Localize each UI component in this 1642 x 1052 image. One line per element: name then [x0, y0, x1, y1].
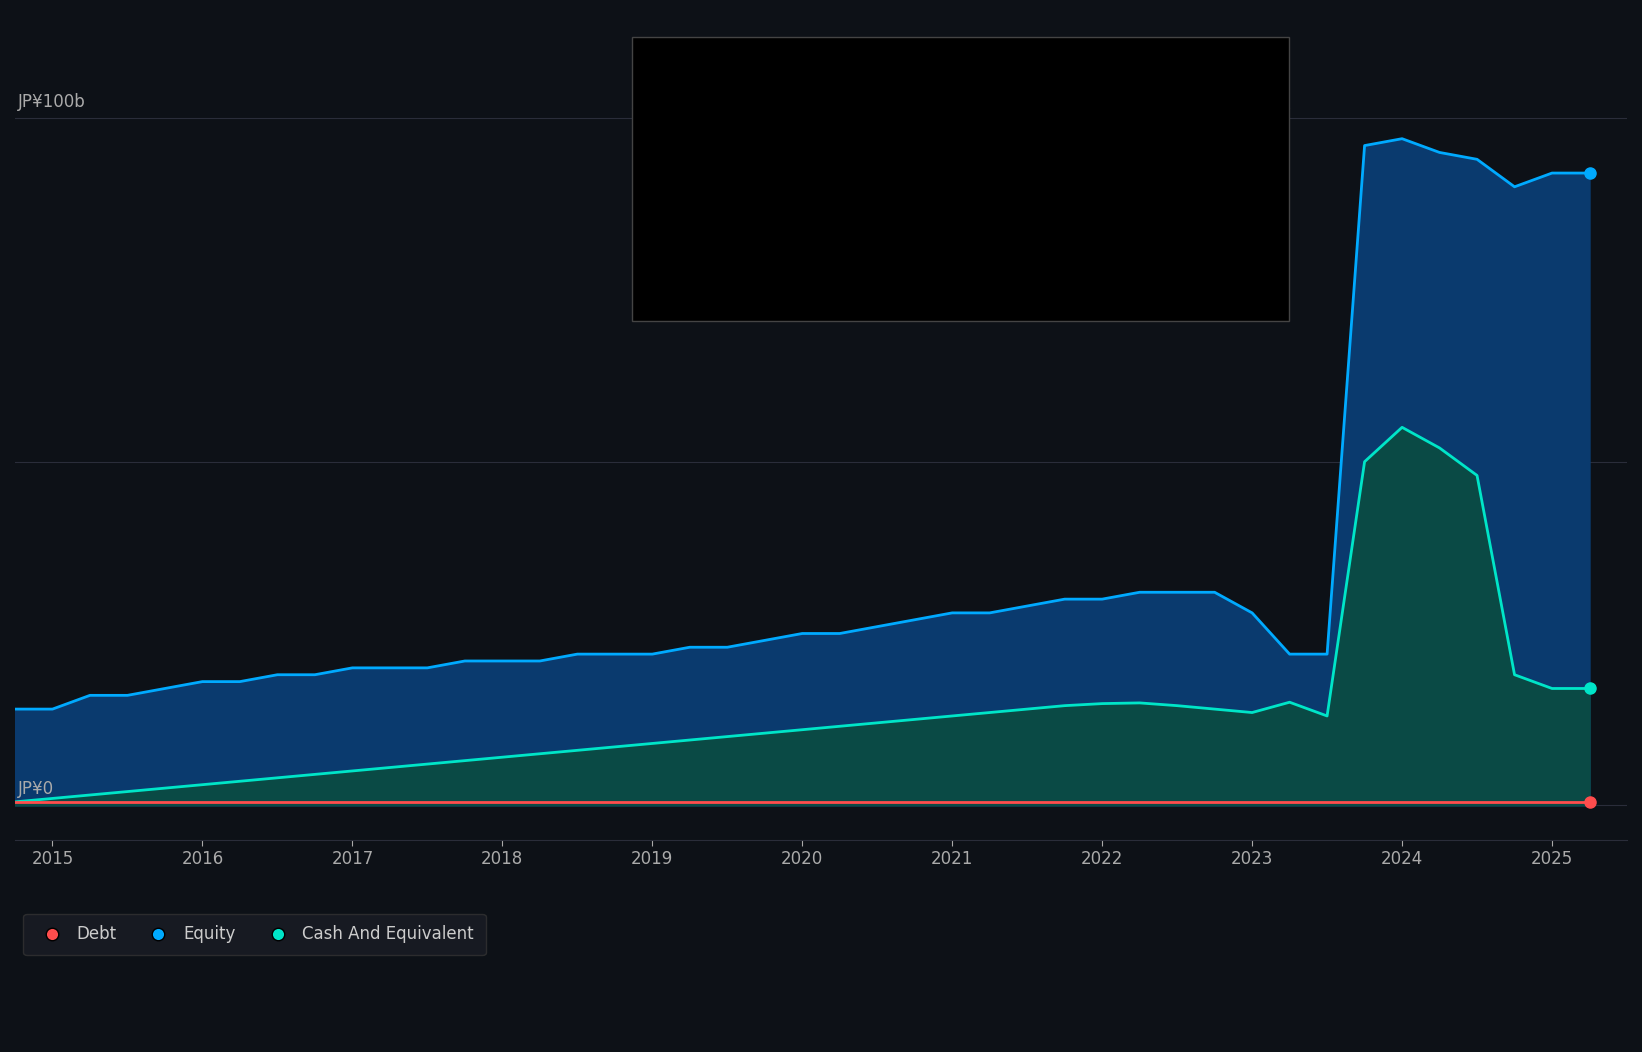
FancyBboxPatch shape: [632, 37, 1289, 321]
Legend: Debt, Equity, Cash And Equivalent: Debt, Equity, Cash And Equivalent: [23, 914, 486, 955]
Text: JP¥0: JP¥0: [18, 781, 54, 798]
Text: JP¥17.234b: JP¥17.234b: [974, 259, 1071, 274]
Text: Mar 31 2025: Mar 31 2025: [658, 65, 785, 83]
Text: Equity: Equity: [658, 179, 706, 194]
Text: JP¥92.120b: JP¥92.120b: [974, 179, 1071, 194]
Text: Debt: Debt: [658, 122, 696, 137]
Text: Cash And Equivalent: Cash And Equivalent: [658, 259, 816, 274]
Text: 0% Debt/Equity Ratio: 0% Debt/Equity Ratio: [974, 227, 1123, 241]
Text: JP¥0: JP¥0: [974, 122, 1011, 137]
Text: JP¥100b: JP¥100b: [18, 94, 85, 112]
